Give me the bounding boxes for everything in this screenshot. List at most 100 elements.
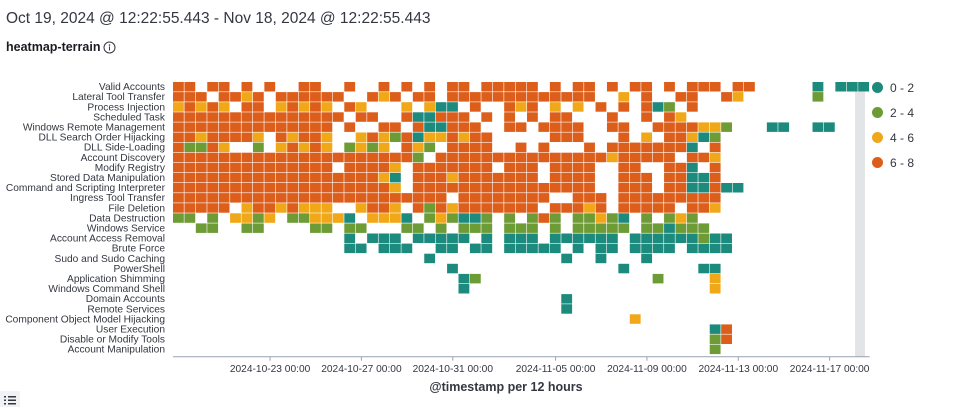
heatmap-cell[interactable]: [401, 213, 413, 223]
heatmap-cell[interactable]: [230, 112, 241, 122]
heatmap-cell[interactable]: [686, 172, 698, 183]
heatmap-cell[interactable]: [412, 203, 424, 213]
heatmap-cell[interactable]: [321, 152, 333, 163]
heatmap-cell[interactable]: [641, 213, 653, 223]
heatmap-cell[interactable]: [287, 183, 299, 193]
heatmap-cell[interactable]: [675, 172, 687, 183]
heatmap-cell[interactable]: [812, 122, 824, 132]
heatmap-cell[interactable]: [207, 122, 219, 132]
heatmap-cell[interactable]: [332, 172, 344, 183]
heatmap-cell[interactable]: [207, 203, 219, 213]
heatmap-cell[interactable]: [321, 142, 333, 153]
heatmap-cell[interactable]: [698, 223, 710, 233]
heatmap-cell[interactable]: [401, 223, 413, 233]
heatmap-cell[interactable]: [447, 172, 458, 183]
heatmap-cell[interactable]: [641, 253, 653, 264]
heatmap-cell[interactable]: [458, 142, 470, 153]
heatmap-cell[interactable]: [447, 92, 458, 102]
heatmap-cell[interactable]: [264, 193, 276, 203]
heatmap-cell[interactable]: [458, 162, 470, 173]
heatmap-cell[interactable]: [173, 172, 184, 183]
heatmap-cell[interactable]: [481, 172, 493, 183]
heatmap-cell[interactable]: [469, 273, 481, 284]
heatmap-cell[interactable]: [504, 213, 515, 223]
heatmap-cell[interactable]: [241, 102, 253, 112]
heatmap-cell[interactable]: [207, 223, 219, 233]
heatmap-cell[interactable]: [549, 233, 561, 244]
heatmap-cell[interactable]: [344, 183, 356, 193]
heatmap-cell[interactable]: [549, 223, 561, 233]
heatmap-cell[interactable]: [686, 203, 698, 213]
heatmap-cell[interactable]: [321, 172, 333, 183]
heatmap-cell[interactable]: [207, 112, 219, 122]
heatmap-cell[interactable]: [698, 203, 710, 213]
heatmap-cell[interactable]: [549, 162, 561, 173]
heatmap-cell[interactable]: [481, 92, 493, 102]
heatmap-cell[interactable]: [664, 223, 675, 233]
heatmap-cell[interactable]: [641, 92, 653, 102]
heatmap-cell[interactable]: [310, 152, 321, 163]
heatmap-cell[interactable]: [173, 183, 184, 193]
heatmap-cell[interactable]: [195, 193, 207, 203]
heatmap-cell[interactable]: [344, 213, 356, 223]
heatmap-cell[interactable]: [275, 172, 287, 183]
heatmap-cell[interactable]: [549, 82, 561, 92]
heatmap-cell[interactable]: [218, 172, 230, 183]
heatmap-cell[interactable]: [709, 263, 721, 274]
heatmap-cell[interactable]: [664, 122, 675, 132]
heatmap-cell[interactable]: [469, 152, 481, 163]
heatmap-cell[interactable]: [424, 112, 436, 122]
heatmap-cell[interactable]: [287, 152, 299, 163]
heatmap-cell[interactable]: [435, 162, 447, 173]
heatmap-cell[interactable]: [275, 142, 287, 153]
heatmap-cell[interactable]: [287, 142, 299, 153]
heatmap-cell[interactable]: [252, 112, 264, 122]
heatmap-cell[interactable]: [469, 132, 481, 143]
heatmap-cell[interactable]: [675, 193, 687, 203]
heatmap-cell[interactable]: [572, 223, 584, 233]
heatmap-cell[interactable]: [173, 122, 184, 132]
heatmap-cell[interactable]: [618, 162, 630, 173]
heatmap-cell[interactable]: [469, 142, 481, 153]
heatmap-cell[interactable]: [195, 122, 207, 132]
heatmap-cell[interactable]: [481, 243, 493, 254]
heatmap-cell[interactable]: [664, 243, 675, 254]
heatmap-cell[interactable]: [641, 152, 653, 163]
info-icon[interactable]: [103, 41, 116, 54]
heatmap-cell[interactable]: [184, 132, 196, 143]
heatmap-cell[interactable]: [686, 152, 698, 163]
heatmap-cell[interactable]: [287, 172, 299, 183]
heatmap-cell[interactable]: [310, 142, 321, 153]
heatmap-cell[interactable]: [230, 122, 241, 132]
heatmap-cell[interactable]: [481, 193, 493, 203]
heatmap-cell[interactable]: [447, 132, 458, 143]
heatmap-cell[interactable]: [321, 183, 333, 193]
heatmap-cell[interactable]: [355, 203, 367, 213]
heatmap-cell[interactable]: [389, 213, 401, 223]
heatmap-cell[interactable]: [481, 183, 493, 193]
heatmap-cell[interactable]: [515, 142, 527, 153]
heatmap-cell[interactable]: [561, 112, 573, 122]
heatmap-cell[interactable]: [218, 122, 230, 132]
heatmap-cell[interactable]: [230, 193, 241, 203]
heatmap-cell[interactable]: [435, 243, 447, 254]
heatmap-cell[interactable]: [367, 162, 378, 173]
heatmap-cell[interactable]: [298, 162, 310, 173]
heatmap-cell[interactable]: [709, 172, 721, 183]
heatmap-cell[interactable]: [595, 193, 607, 203]
heatmap-cell[interactable]: [709, 132, 721, 143]
heatmap-cell[interactable]: [355, 102, 367, 112]
heatmap-cell[interactable]: [595, 203, 607, 213]
heatmap-cell[interactable]: [344, 172, 356, 183]
heatmap-cell[interactable]: [618, 152, 630, 163]
heatmap-cell[interactable]: [515, 203, 527, 213]
heatmap-cell[interactable]: [584, 213, 595, 223]
heatmap-cell[interactable]: [504, 233, 515, 244]
legend-item[interactable]: 0 - 2: [872, 75, 914, 100]
heatmap-cell[interactable]: [549, 213, 561, 223]
heatmap-cell[interactable]: [618, 183, 630, 193]
heatmap-cell[interactable]: [721, 122, 732, 132]
heatmap-cell[interactable]: [310, 193, 321, 203]
heatmap-cell[interactable]: [732, 183, 744, 193]
heatmap-cell[interactable]: [264, 203, 276, 213]
